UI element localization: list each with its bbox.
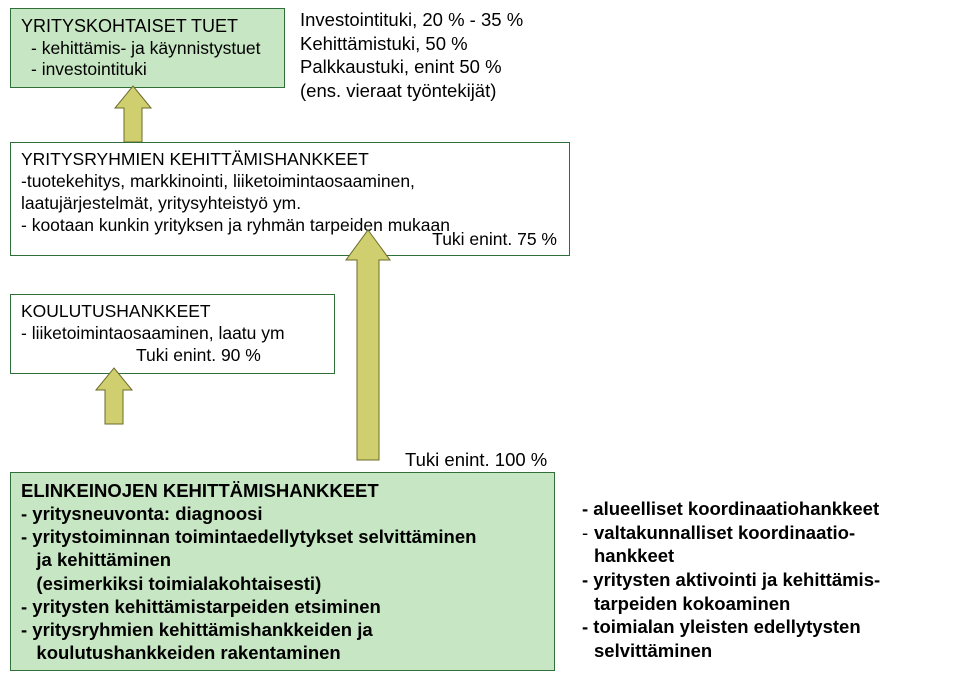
box4-l1: - yritysneuvonta: diagnoosi — [21, 502, 544, 525]
box4-l3: ja kehittäminen — [21, 548, 544, 571]
side-l2a: valtakunnalliset koordinaatio- — [594, 521, 855, 545]
side-l3b: tarpeiden kokoaminen — [594, 592, 790, 616]
side-l3a: - yritysten aktivointi ja kehittämis- — [582, 568, 954, 592]
box4-l7: koulutushankkeiden rakentaminen — [21, 641, 544, 664]
box3-line2: Tuki enint. 90 % — [21, 345, 324, 367]
box2-line1: -tuotekehitys, markkinointi, liiketoimin… — [21, 171, 559, 193]
box4-l5: - yritysten kehittämistarpeiden etsimine… — [21, 595, 544, 618]
box4-l6: - yritysryhmien kehittämishankkeiden ja — [21, 618, 544, 641]
box3-line1: - liiketoimintaosaaminen, laatu ym — [21, 323, 324, 345]
box-training-projects: KOULUTUSHANKKEET - liiketoimintaosaamine… — [10, 294, 335, 374]
info1-line4: (ens. vieraat työntekijät) — [300, 79, 523, 103]
box1-title: YRITYSKOHTAISET TUET — [21, 15, 274, 38]
info1-line2: Kehittämistuki, 50 % — [300, 32, 523, 56]
info-text-block: Investointituki, 20 % - 35 % Kehittämist… — [300, 8, 523, 103]
box4-title: ELINKEINOJEN KEHITTÄMISHANKKEET — [21, 479, 544, 502]
box2-right: Tuki enint. 75 % — [432, 229, 557, 251]
info1-line3: Palkkaustuki, enint 50 % — [300, 55, 523, 79]
side-bullet-list: - alueelliset koordinaatiohankkeet - val… — [582, 497, 954, 663]
side-l4a: - toimialan yleisten edellytysten — [582, 615, 954, 639]
box-company-support: YRITYSKOHTAISET TUET - kehittämis- ja kä… — [10, 8, 285, 88]
tuki-100-label: Tuki enint. 100 % — [405, 448, 547, 472]
box1-line2: - investointituki — [21, 59, 274, 81]
box-industry-projects: ELINKEINOJEN KEHITTÄMISHANKKEET - yritys… — [10, 472, 555, 671]
box1-line1: - kehittämis- ja käynnistystuet — [21, 38, 274, 60]
side-l2b: hankkeet — [594, 544, 674, 568]
arrow-up-small-1 — [115, 86, 151, 142]
box2-line2: laatujärjestelmät, yritysyhteistyö ym. — [21, 193, 559, 215]
box4-l2: - yritystoiminnan toimintaedellytykset s… — [21, 525, 544, 548]
side-l4b: selvittäminen — [594, 639, 712, 663]
side-l1: - alueelliset koordinaatiohankkeet — [582, 497, 954, 521]
box-group-projects: YRITYSRYHMIEN KEHITTÄMISHANKKEET -tuotek… — [10, 142, 570, 256]
box2-title: YRITYSRYHMIEN KEHITTÄMISHANKKEET — [21, 149, 559, 171]
info1-line1: Investointituki, 20 % - 35 % — [300, 8, 523, 32]
arrow-up-small-2 — [96, 368, 132, 424]
box3-title: KOULUTUSHANKKEET — [21, 301, 324, 323]
arrow-up-long — [346, 230, 390, 460]
box4-l4: (esimerkiksi toimialakohtaisesti) — [21, 572, 544, 595]
